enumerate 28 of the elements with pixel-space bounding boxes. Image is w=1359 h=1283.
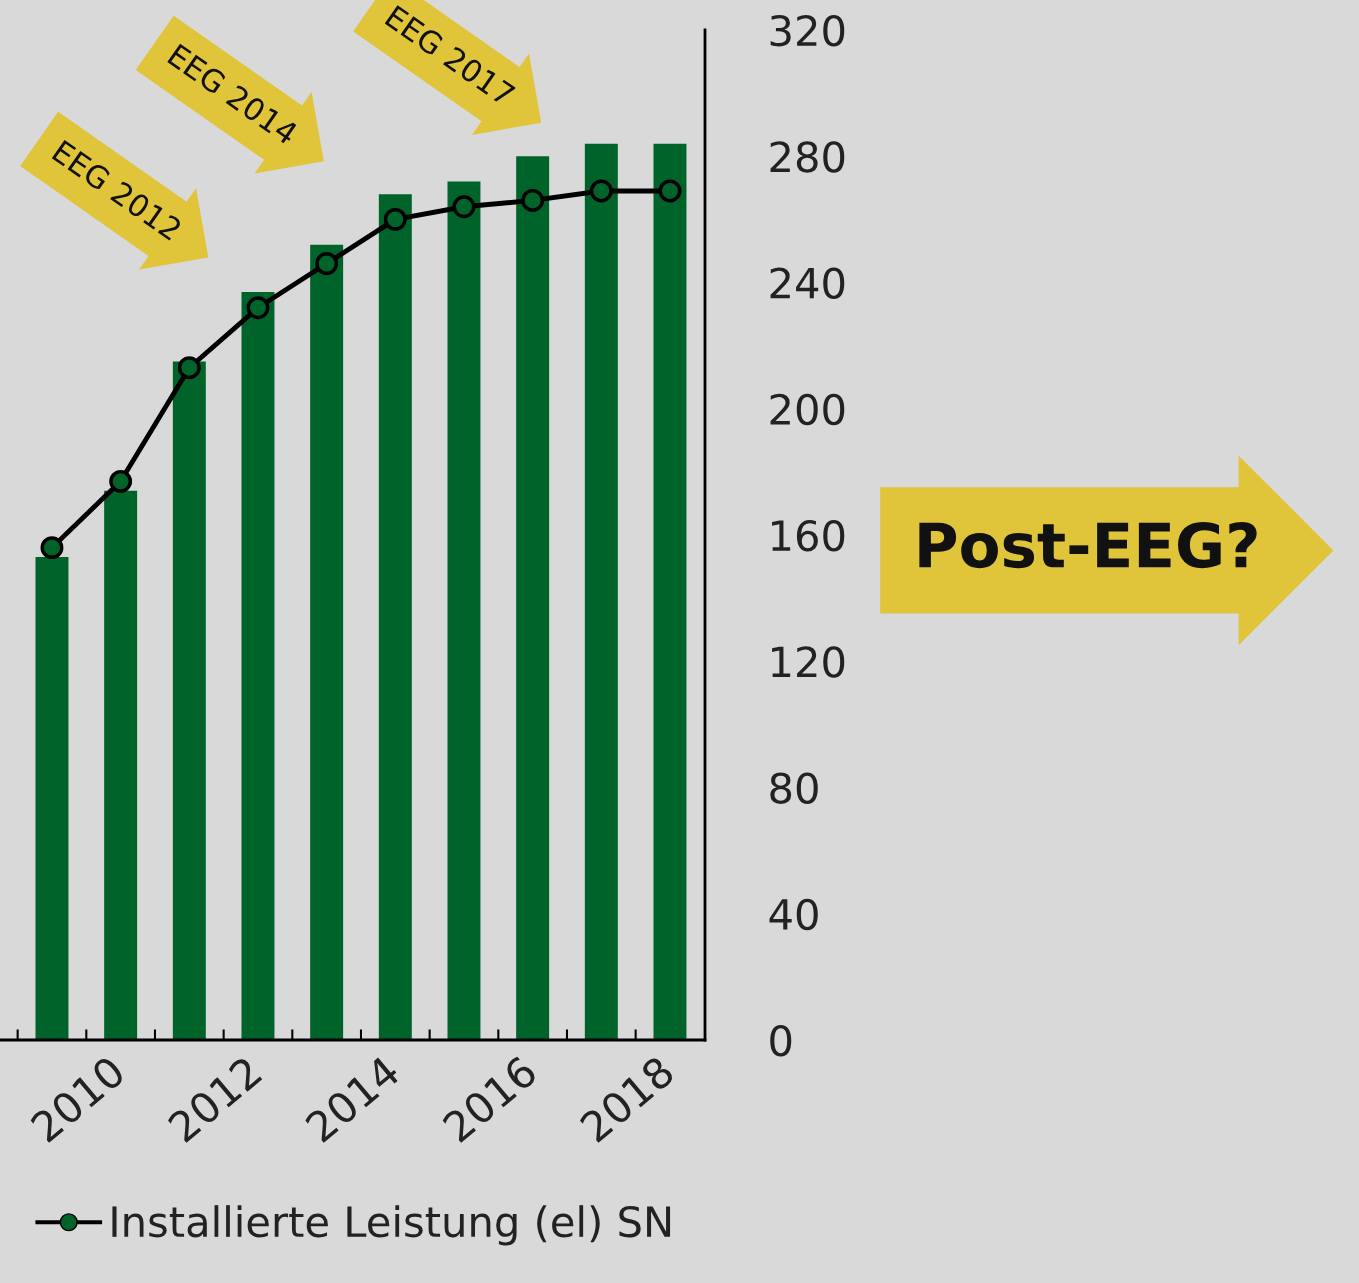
point bbox=[315, 252, 339, 276]
y-tick-label: 320 bbox=[770, 14, 845, 47]
bar bbox=[310, 244, 344, 1040]
legend-label: Installierte Leistung (el) SN bbox=[112, 1205, 671, 1246]
point bbox=[383, 207, 407, 231]
bar bbox=[516, 156, 550, 1040]
text: Post-EEG? bbox=[919, 521, 1257, 569]
bar bbox=[584, 143, 618, 1040]
point bbox=[40, 536, 64, 560]
point bbox=[246, 296, 270, 320]
point bbox=[589, 179, 613, 203]
y-tick-label: 160 bbox=[772, 519, 845, 552]
y-tick-label: 280 bbox=[770, 141, 845, 173]
point bbox=[177, 356, 201, 380]
y-tick-label: 0 bbox=[770, 1024, 792, 1057]
bar bbox=[378, 194, 412, 1040]
point bbox=[521, 188, 545, 212]
bar bbox=[447, 181, 481, 1040]
y-tick-label: 80 bbox=[770, 772, 818, 804]
point bbox=[658, 179, 682, 203]
y-tick-label: 40 bbox=[769, 898, 818, 931]
point bbox=[109, 469, 133, 493]
y-tick-label: 120 bbox=[772, 646, 845, 678]
point bbox=[452, 195, 476, 219]
bar bbox=[241, 291, 275, 1040]
bar bbox=[653, 143, 687, 1040]
y-tick-label: 240 bbox=[770, 267, 845, 299]
y-tick-label: 200 bbox=[770, 393, 845, 426]
